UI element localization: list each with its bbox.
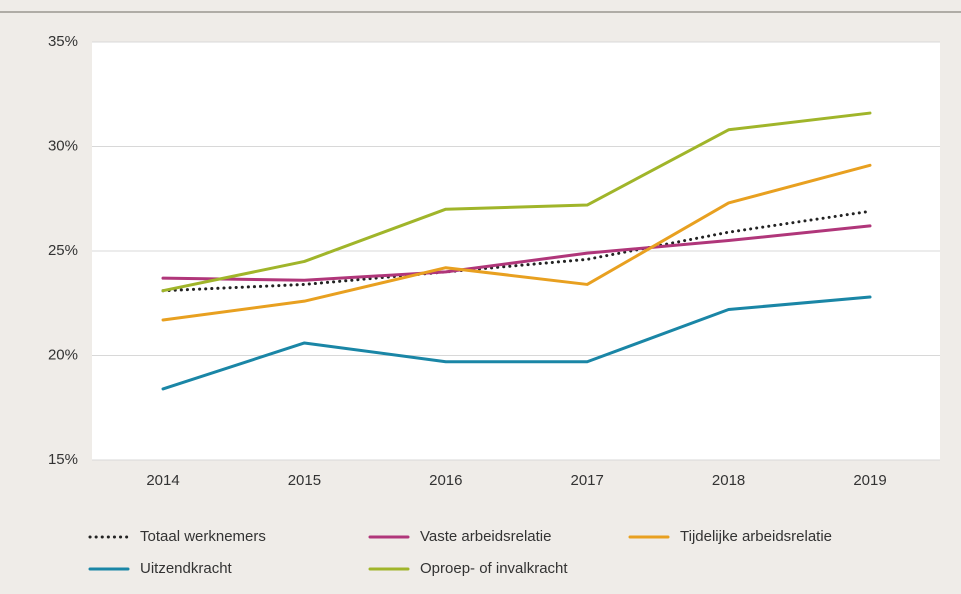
- legend-label: Vaste arbeidsrelatie: [420, 528, 551, 545]
- legend-label: Oproep- of invalkracht: [420, 560, 568, 577]
- y-tick-label: 15%: [48, 451, 78, 468]
- legend-label: Tijdelijke arbeidsrelatie: [680, 528, 832, 545]
- x-tick-label: 2015: [288, 472, 321, 489]
- legend-label: Uitzendkracht: [140, 560, 233, 577]
- series-line: [161, 295, 872, 391]
- y-tick-label: 30%: [48, 137, 78, 154]
- series-line: [161, 163, 872, 322]
- x-tick-label: 2017: [571, 472, 604, 489]
- series-line: [161, 111, 872, 293]
- x-tick-label: 2018: [712, 472, 745, 489]
- series-line: [161, 209, 872, 293]
- y-tick-label: 25%: [48, 242, 78, 259]
- y-tick-label: 20%: [48, 346, 78, 363]
- y-tick-label: 35%: [48, 33, 78, 50]
- x-tick-label: 2016: [429, 472, 462, 489]
- series-line: [161, 224, 872, 282]
- x-tick-label: 2014: [146, 472, 179, 489]
- x-tick-label: 2019: [853, 472, 886, 489]
- legend-label: Totaal werknemers: [140, 528, 266, 545]
